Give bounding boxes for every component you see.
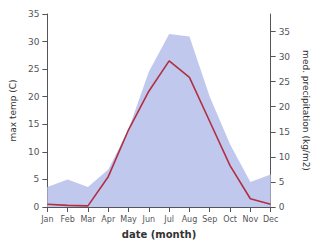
svg-text:Dec: Dec [263, 215, 278, 224]
svg-text:15: 15 [28, 119, 39, 129]
svg-text:20: 20 [279, 102, 291, 112]
svg-text:May: May [120, 215, 137, 224]
svg-text:Feb: Feb [61, 215, 75, 224]
svg-text:0: 0 [279, 202, 285, 212]
svg-text:35: 35 [28, 9, 39, 19]
svg-text:35: 35 [279, 27, 290, 37]
svg-text:Jan: Jan [40, 215, 53, 224]
svg-text:Aug: Aug [182, 215, 198, 224]
svg-text:0: 0 [34, 202, 40, 212]
svg-text:25: 25 [28, 64, 39, 74]
svg-text:5: 5 [34, 174, 40, 184]
svg-text:max temp (C): max temp (C) [8, 79, 18, 141]
svg-text:25: 25 [279, 77, 290, 87]
svg-text:med. precipitation (kg/m2): med. precipitation (kg/m2) [301, 50, 311, 171]
svg-text:Jun: Jun [142, 215, 156, 224]
svg-text:10: 10 [28, 147, 40, 157]
svg-text:Nov: Nov [243, 215, 259, 224]
svg-text:Mar: Mar [80, 215, 96, 224]
svg-text:Sep: Sep [202, 215, 217, 224]
svg-text:15: 15 [279, 127, 290, 137]
svg-text:5: 5 [279, 177, 285, 187]
svg-text:Apr: Apr [101, 215, 116, 224]
svg-text:10: 10 [279, 152, 291, 162]
svg-text:Jul: Jul [163, 215, 174, 224]
svg-text:20: 20 [28, 92, 40, 102]
svg-text:30: 30 [279, 52, 291, 62]
svg-text:Oct: Oct [223, 215, 237, 224]
svg-text:30: 30 [28, 37, 40, 47]
svg-text:date (month): date (month) [122, 229, 196, 240]
